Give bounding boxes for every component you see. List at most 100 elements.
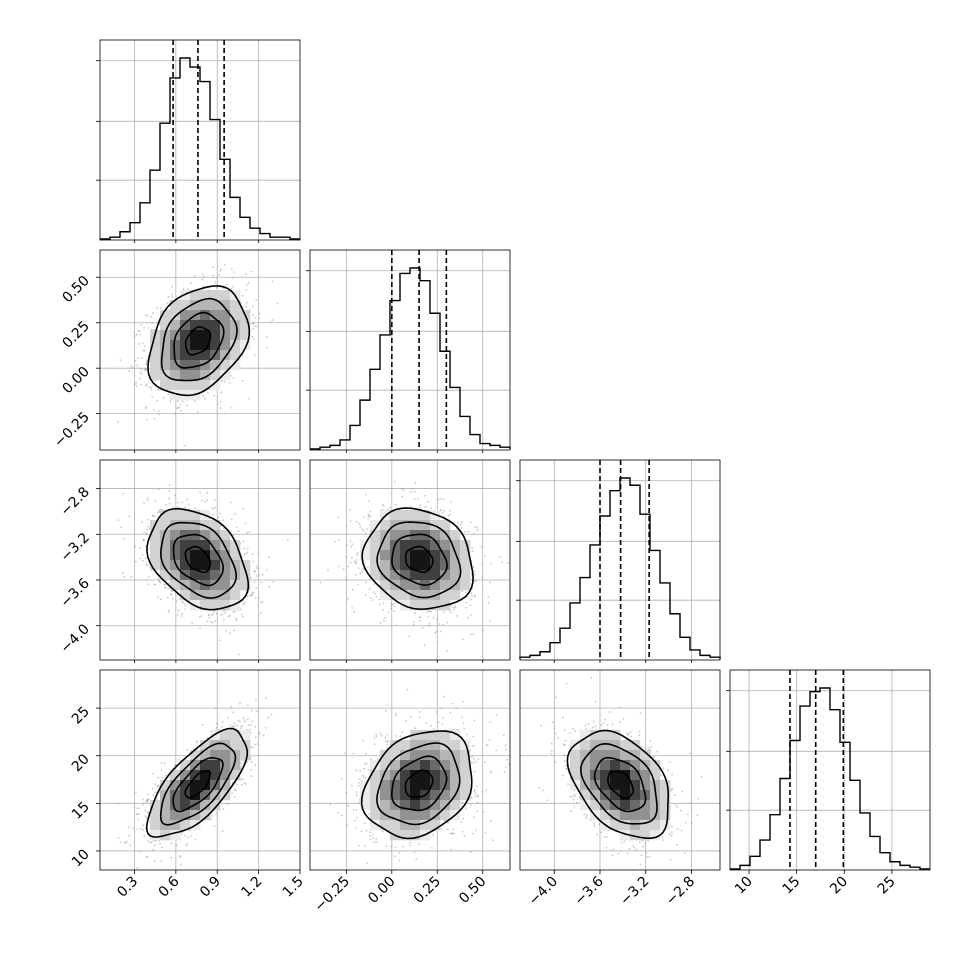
density-cell: [180, 800, 191, 811]
sample-point: [167, 393, 170, 395]
sample-point: [418, 710, 421, 713]
sample-point: [212, 507, 215, 510]
sample-point: [359, 525, 362, 528]
sample-point: [565, 767, 567, 770]
sample-point: [166, 302, 169, 305]
sample-point: [461, 801, 464, 804]
density-cell: [620, 780, 631, 791]
sample-point: [213, 825, 216, 828]
sample-point: [570, 810, 573, 813]
sample-point: [644, 842, 646, 845]
sample-point: [564, 739, 567, 742]
density-cell: [650, 770, 661, 781]
sample-point: [442, 498, 445, 501]
sample-point: [413, 612, 416, 615]
density-cell: [370, 560, 381, 571]
density-cell: [630, 750, 641, 761]
density-cell: [190, 560, 201, 571]
density-cell: [420, 750, 431, 761]
density-cell: [420, 770, 431, 781]
sample-point: [232, 276, 235, 279]
sample-point: [540, 724, 542, 727]
panel-frame: [309, 459, 511, 661]
sample-point: [456, 521, 459, 524]
density-cell: [170, 370, 181, 381]
sample-point: [573, 793, 576, 796]
sample-point: [450, 728, 453, 731]
sample-point: [429, 724, 432, 727]
contour-level-2: [173, 311, 225, 369]
density-cell: [380, 760, 391, 771]
sample-point: [202, 395, 205, 398]
sample-point: [206, 491, 209, 494]
sample-point: [385, 845, 388, 848]
density-cell: [630, 810, 641, 821]
sample-point: [455, 528, 458, 530]
sample-point: [117, 837, 120, 839]
density-cell: [460, 790, 471, 801]
density-cell: [380, 800, 391, 811]
density-cell: [240, 580, 251, 591]
sample-point: [371, 834, 374, 837]
contour-level-3: [376, 521, 462, 599]
sample-point: [358, 778, 360, 781]
sample-point: [143, 368, 146, 371]
sample-point: [489, 562, 492, 565]
sample-point: [345, 555, 348, 558]
density-cell: [180, 370, 191, 381]
sample-point: [366, 528, 368, 531]
sample-point: [638, 730, 641, 733]
density-cell: [200, 790, 211, 801]
density-cell: [170, 510, 181, 521]
density-cell: [230, 340, 241, 351]
sample-point: [413, 498, 416, 501]
sample-point: [184, 506, 186, 509]
contour-level-2: [593, 756, 647, 813]
density-cell: [610, 790, 621, 801]
density-cell: [450, 550, 461, 561]
density-cell: [410, 830, 421, 841]
sample-point: [584, 724, 587, 727]
density-cell: [360, 550, 371, 561]
density-cell: [240, 560, 251, 571]
sample-point: [148, 386, 151, 389]
sample-point: [243, 782, 246, 784]
sample-point: [178, 855, 181, 857]
sample-point: [473, 770, 476, 773]
density-cell: [450, 530, 461, 541]
sample-point: [489, 620, 491, 622]
sample-point: [241, 725, 244, 727]
sample-point: [460, 521, 463, 524]
sample-point: [364, 594, 367, 596]
sample-point: [354, 573, 357, 576]
density-cell: [390, 530, 401, 541]
density-cell: [230, 310, 241, 321]
sample-point: [386, 704, 389, 707]
sample-point: [442, 717, 444, 719]
density-cell: [170, 570, 181, 581]
sample-point: [214, 620, 216, 623]
density-cell: [440, 730, 451, 741]
density-cell: [640, 810, 651, 821]
sample-point: [469, 598, 472, 601]
sample-point: [211, 815, 213, 817]
sample-point: [210, 818, 213, 821]
density-cell: [440, 580, 451, 591]
density-cell: [190, 580, 201, 591]
sample-point: [542, 789, 544, 792]
sample-point: [472, 735, 474, 738]
density-cell: [160, 570, 171, 581]
sample-point: [140, 356, 143, 359]
sample-point: [144, 827, 147, 830]
density-cell: [160, 320, 171, 331]
sample-point: [346, 579, 348, 582]
x-tick-label: −3.2: [617, 874, 652, 909]
sample-point: [454, 605, 456, 608]
density-cell: [620, 750, 631, 761]
sample-point: [460, 527, 463, 529]
sample-point: [255, 299, 258, 301]
density-cell: [420, 730, 431, 741]
x-tick-label: 10: [732, 874, 756, 898]
sample-point: [215, 726, 218, 729]
sample-point: [474, 579, 477, 582]
